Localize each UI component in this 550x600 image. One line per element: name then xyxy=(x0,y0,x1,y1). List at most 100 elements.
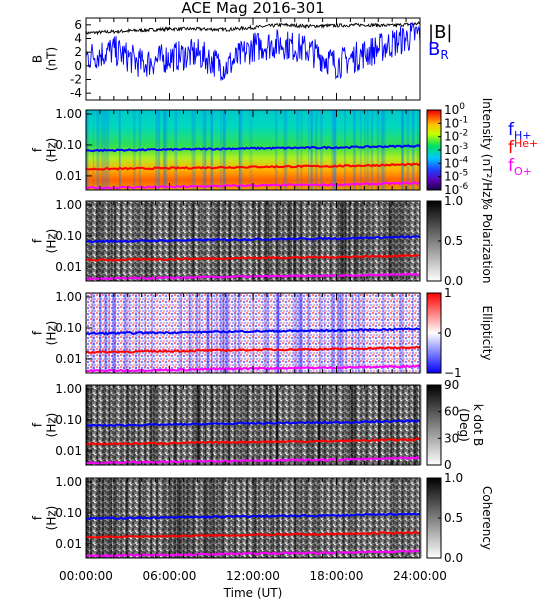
panel-kdotb: f(Hz) 1.00 0.10 0.01 90 60 30 0 k dot B(Deg) xyxy=(31,378,486,472)
spectrogram-streak xyxy=(300,110,303,190)
spectrogram-streak xyxy=(328,385,330,465)
colorbar-tick-label: 1.0 xyxy=(444,194,463,208)
x-axis-label: Time (UT) xyxy=(223,586,283,600)
spectrogram-streak xyxy=(402,110,404,190)
spectrogram-streak xyxy=(211,293,213,373)
y-tick-label: 1.00 xyxy=(55,382,82,396)
spectrogram-streak xyxy=(378,385,381,465)
spectrogram-streak xyxy=(224,201,227,281)
spectrogram-streak xyxy=(398,201,402,281)
spectrogram-streak xyxy=(332,293,335,373)
spectrogram-streak xyxy=(295,478,297,558)
spectrogram-streak xyxy=(282,478,284,558)
colorbar-tick-label: 0.0 xyxy=(444,551,463,565)
spectrogram-streak xyxy=(215,293,218,373)
spectrogram-streak xyxy=(343,201,345,281)
spectrogram-streak xyxy=(353,201,356,281)
spectrogram-streak xyxy=(355,293,357,373)
y-tick-label: 0.01 xyxy=(55,537,82,551)
spectrogram-streak xyxy=(406,110,410,190)
spectrogram-streak xyxy=(275,293,279,373)
spectrogram-streak xyxy=(412,385,416,465)
colorbar-tick-label: −1 xyxy=(444,366,462,380)
spectrogram-streak xyxy=(382,293,385,373)
spectrogram-streak xyxy=(251,110,253,190)
spectrogram-streak xyxy=(239,110,243,190)
colorbar-label: Coherency xyxy=(480,486,494,550)
spectrogram-streak xyxy=(237,385,240,465)
gyrofrequency-line xyxy=(85,235,421,244)
legend-gyro: fHe+ xyxy=(508,137,538,158)
spectrogram-streak xyxy=(322,385,324,465)
spectrogram-streak xyxy=(344,110,346,190)
spectrogram-streak xyxy=(211,385,214,465)
spectrogram-streak xyxy=(297,478,300,558)
spectrogram-streak xyxy=(393,293,395,373)
spectrogram-streak xyxy=(338,293,341,373)
gyrofrequency-line xyxy=(85,419,421,428)
spectrogram-streak xyxy=(319,293,322,373)
spectrogram-streak xyxy=(222,293,225,373)
spectrogram-streak xyxy=(411,110,414,190)
spectrogram-streak xyxy=(177,478,180,558)
spectrogram-streak xyxy=(388,201,390,281)
spectrogram-streak xyxy=(265,293,269,373)
y-tick-label: 0.01 xyxy=(55,444,82,458)
x-tick-label: 00:00:00 xyxy=(59,569,113,583)
spectrogram-streak xyxy=(382,110,384,190)
spectrogram-streak xyxy=(371,110,374,190)
spectrogram-streak xyxy=(361,201,365,281)
spectrogram-streak xyxy=(292,201,296,281)
spectrogram-streak xyxy=(318,201,321,281)
colorbar-tick-label: 0 xyxy=(444,326,452,340)
spectrogram-streak xyxy=(383,110,386,190)
spectrogram-streak xyxy=(386,385,389,465)
spectrogram-streak xyxy=(188,293,190,373)
spectrogram-streak xyxy=(193,201,195,281)
spectrogram-streak xyxy=(336,293,340,373)
spectrogram-streak xyxy=(223,293,225,373)
spectrogram-streak xyxy=(213,201,216,281)
spectrogram-streak xyxy=(390,385,392,465)
y-tick-label: 4 xyxy=(74,32,82,46)
spectrogram-streak xyxy=(340,293,343,373)
y-tick-label: 0.01 xyxy=(55,352,82,366)
spectrogram-streak xyxy=(246,478,249,558)
spectrogram-streak xyxy=(364,110,366,190)
spectrogram-streak xyxy=(401,110,405,190)
spectrogram-streak xyxy=(283,110,286,190)
spectrogram-streak xyxy=(238,110,240,190)
spectrogram-streak xyxy=(350,385,354,465)
spectrogram-streak xyxy=(338,201,340,281)
spectrogram-streak xyxy=(277,293,280,373)
spectrogram-streak xyxy=(323,478,325,558)
spectrogram-streak xyxy=(299,201,303,281)
spectrogram-streak xyxy=(393,478,396,558)
spectrogram-streak xyxy=(388,201,391,281)
panels: B(nT)6420-2-4|B|BRf(Hz)1.000.100.0110010… xyxy=(31,17,538,565)
x-tick-label: 06:00:00 xyxy=(143,569,197,583)
spectrogram-streak xyxy=(374,478,376,558)
colorbar-label: k dot B(Deg) xyxy=(457,404,485,446)
spectrogram-streak xyxy=(239,110,241,190)
spectrogram-streak xyxy=(263,385,266,465)
series-line xyxy=(85,21,421,36)
spectrogram-streak xyxy=(401,110,404,190)
spectrogram-streak xyxy=(310,385,313,465)
spectrogram-streak xyxy=(310,110,313,190)
y-tick-label: 0.10 xyxy=(55,413,82,427)
spectrogram-streak xyxy=(278,201,281,281)
spectrogram-streak xyxy=(376,110,380,190)
spectrogram-streak xyxy=(345,201,347,281)
spectrogram-streak xyxy=(368,201,371,281)
gyrofrequency-line xyxy=(85,253,421,262)
spectrogram-streak xyxy=(291,201,292,281)
spectrogram-streak xyxy=(351,385,354,465)
x-tick-label: 12:00:00 xyxy=(226,569,280,583)
spectrogram-streak xyxy=(293,293,295,373)
colorbar-tick-label: 0.5 xyxy=(444,511,463,525)
x-tick-label: 24:00:00 xyxy=(393,569,447,583)
colorbar-tick-label: 30 xyxy=(444,431,459,445)
colorbar xyxy=(426,384,442,466)
spectrogram-streak xyxy=(355,478,357,558)
